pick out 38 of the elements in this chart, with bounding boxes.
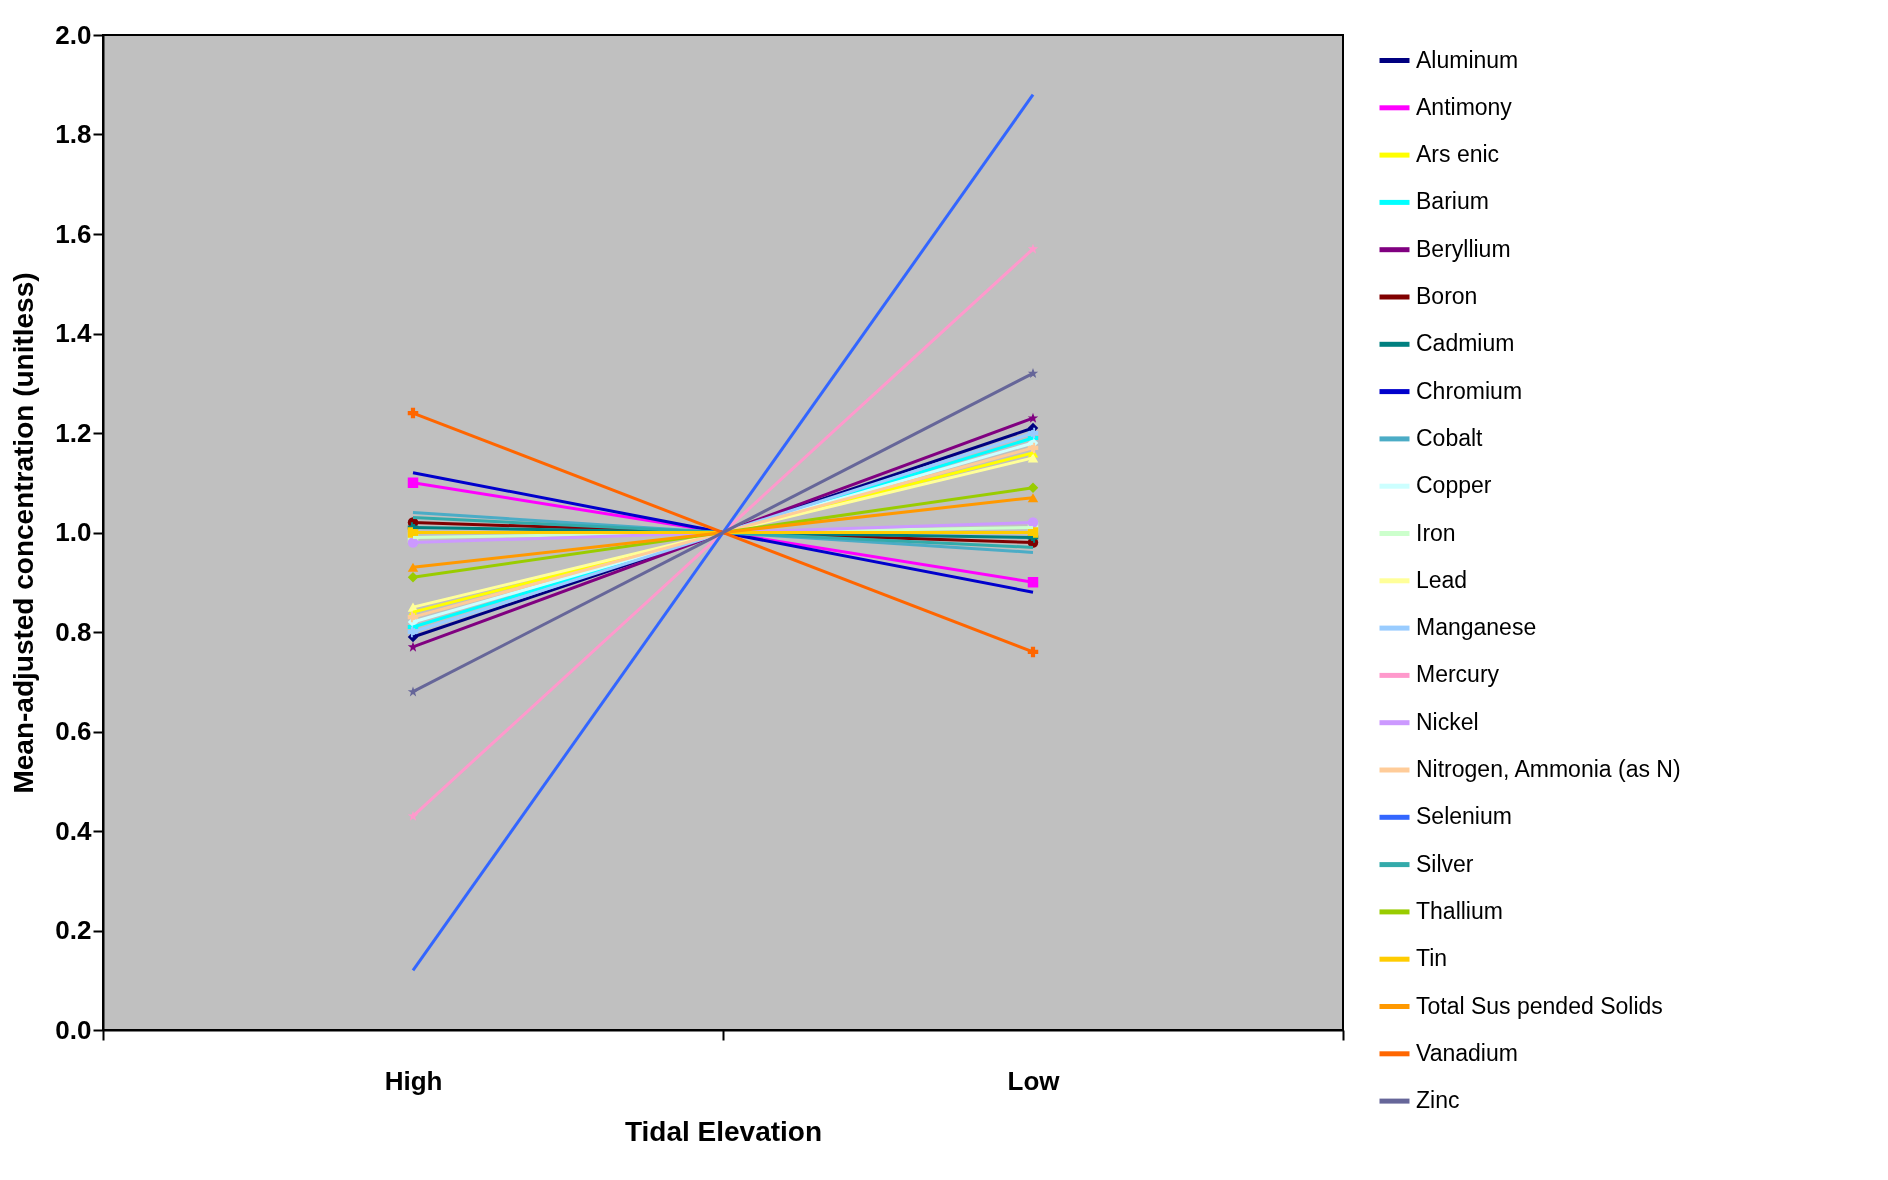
legend-label: Cobalt	[1416, 424, 1484, 451]
legend-label: Thallium	[1416, 897, 1503, 924]
legend-label: Chromium	[1416, 377, 1523, 404]
legend-label: Beryllium	[1416, 235, 1511, 262]
legend-label: Iron	[1416, 519, 1456, 546]
legend-label: Nitrogen, Ammonia (as N)	[1416, 756, 1681, 782]
x-tick-label: Low	[1007, 1065, 1061, 1096]
legend-label: Selenium	[1416, 803, 1512, 830]
legend-label: Silver	[1416, 850, 1474, 877]
legend-label: Nickel	[1416, 708, 1479, 735]
x-tick-label: High	[384, 1065, 443, 1096]
y-tick-label: 2.0	[55, 19, 92, 50]
legend-label: Copper	[1416, 472, 1492, 499]
y-tick-label: 1.0	[55, 517, 92, 547]
y-tick-label: 1.4	[55, 318, 93, 348]
legend-label: Antimony	[1416, 93, 1513, 120]
legend-label: Boron	[1416, 283, 1478, 309]
x-axis-title: Tidal Elevation	[624, 1115, 823, 1147]
legend-label: Lead	[1416, 566, 1468, 593]
y-axis-title: Mean-adjusted concentration (unitless)	[8, 272, 40, 794]
y-tick-label: 1.2	[55, 417, 92, 448]
y-tick-label: 1.6	[55, 218, 92, 249]
legend-label: Total Sus pended Solids	[1416, 992, 1663, 1019]
y-tick-label: 0.4	[55, 815, 93, 846]
y-tick-label: 1.8	[55, 119, 92, 149]
y-tick-label: 0.0	[55, 1014, 92, 1045]
y-tick-label: 0.8	[55, 616, 92, 647]
legend-label: Manganese	[1416, 614, 1537, 641]
legend-label: Tin	[1416, 945, 1448, 972]
y-tick-label: 0.2	[55, 915, 92, 945]
legend-label: Vanadium	[1416, 1039, 1518, 1066]
y-tick-label: 0.6	[55, 716, 92, 746]
legend-label: Zinc	[1416, 1087, 1460, 1114]
legend-label: Barium	[1416, 188, 1489, 215]
legend-label: Ars enic	[1416, 141, 1500, 168]
legend-label: Cadmium	[1416, 330, 1515, 357]
legend-label: Mercury	[1416, 661, 1500, 688]
legend-label: Aluminum	[1416, 46, 1519, 73]
